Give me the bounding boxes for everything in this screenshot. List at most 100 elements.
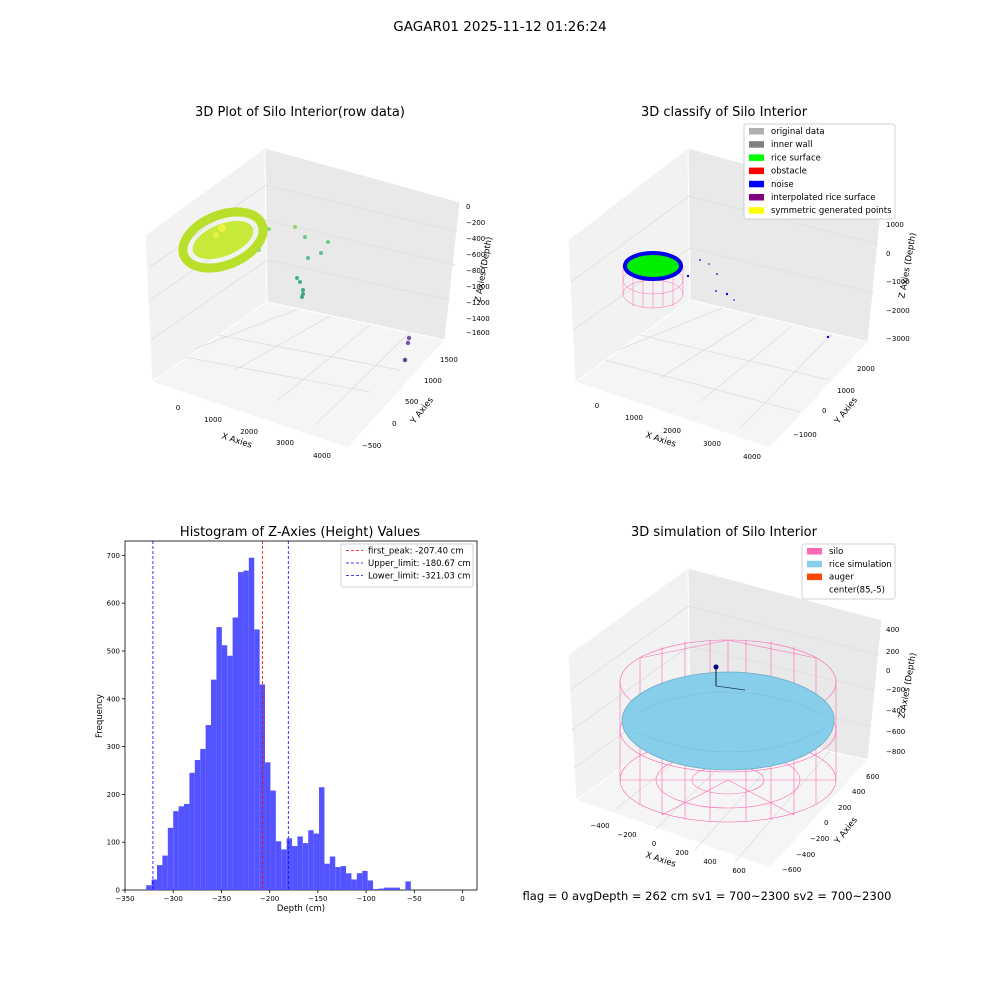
histogram-x-tick-label: 0 [460,895,464,903]
svg-text:0: 0 [595,402,599,410]
legend-label: symmetric generated points [771,206,892,216]
svg-text:−1000: −1000 [886,278,910,286]
legend-label: center(85,-5) [829,585,885,595]
histogram-bar [200,748,206,890]
histogram-bar [356,873,363,890]
legend-label: rice simulation [829,560,892,570]
svg-text:0: 0 [176,404,180,412]
svg-text:−600: −600 [466,251,485,259]
svg-text:−800: −800 [466,267,485,275]
legend-label: interpolated rice surface [771,193,876,203]
histogram-reference-lines [152,541,289,890]
histogram-bar [394,887,401,890]
legend-swatch [749,128,764,135]
histogram-bar [324,863,330,890]
histogram-bar [254,629,260,890]
simulation-x-ticks: −400 −200 0 200 400 600 [590,822,745,875]
svg-text:4000: 4000 [743,453,761,461]
legend-swatch [749,154,764,161]
histogram-bar [373,889,379,890]
svg-text:−1400: −1400 [466,315,490,323]
legend-swatch [749,167,764,175]
histogram-x-label: Depth (cm) [277,904,325,914]
histogram-bars [146,557,411,890]
histogram-y-tick-label: 600 [107,600,120,608]
raw-y-ticks: −500 0 500 1000 1500 [362,356,458,450]
classify-panel-title: 3D classify of Silo Interior [641,105,808,120]
legend-label: noise [771,180,794,190]
histogram-bar [238,572,244,890]
histogram-x-tick-label: −250 [212,895,231,903]
histogram-bar [221,645,228,890]
histogram-bar [162,855,168,890]
status-footer: flag = 0 avgDepth = 262 cm sv1 = 700~230… [523,889,892,903]
svg-text:1000: 1000 [625,414,643,422]
histogram-bar [308,830,314,890]
raw-z-ticks: 0 −200 −400 −600 −800 −1000 −1200 −1400 … [466,203,490,337]
simulation-panel-title: 3D simulation of Silo Interior [631,525,818,540]
histogram-bar [248,557,255,890]
simulation-3d-panel: 3D simulation of Silo Interior [567,525,919,875]
histogram-bar [383,887,390,890]
simulation-y-ticks: −600 −400 −200 0 200 400 600 [782,773,879,874]
histogram-bar [297,836,303,890]
legend-swatch [749,207,764,214]
svg-text:−200: −200 [810,835,829,843]
histogram-bar [146,885,152,890]
histogram-y-tick-label: 100 [107,839,120,847]
svg-text:−800: −800 [886,748,905,756]
svg-text:400: 400 [852,788,865,796]
svg-text:−200: −200 [617,831,636,839]
svg-text:−400: −400 [886,707,905,715]
svg-text:600: 600 [732,867,745,875]
svg-text:2000: 2000 [663,427,681,435]
legend-label: original data [771,127,825,137]
svg-text:200: 200 [838,804,851,812]
histogram-legend-label: Lower_limit: -321.03 cm [368,572,470,582]
histogram-bar [367,880,374,890]
svg-text:1000: 1000 [424,377,442,385]
legend-swatch [807,586,822,593]
legend-label: inner wall [771,140,812,150]
histogram-x-tick-label: −300 [164,895,183,903]
histogram-y-tick-label: 0 [116,887,120,895]
svg-text:−600: −600 [782,866,801,874]
svg-text:400: 400 [703,858,716,866]
histogram-bar [292,846,298,890]
histogram-bar [151,879,158,890]
classify-y-ticks: −1000 0 1000 2000 [793,365,875,439]
histogram-legend-label: first_peak: -207.40 cm [368,547,464,557]
legend-swatch [807,548,822,555]
svg-text:−1000: −1000 [466,283,490,291]
histogram-bar [275,841,282,890]
legend-swatch [749,180,764,188]
histogram-bar [205,725,212,890]
histogram-bar [319,787,325,890]
svg-text:200: 200 [886,648,899,656]
classify-rice-surface [623,251,683,281]
histogram-panel: Histogram of Z-Axies (Height) Values −35… [95,525,478,914]
svg-text:−400: −400 [796,851,815,859]
svg-text:−1200: −1200 [466,299,490,307]
histogram-bar [189,772,195,890]
svg-text:1000: 1000 [886,221,904,229]
histogram-bar [178,806,185,890]
histogram-bar [227,655,233,890]
histogram-x-tick-label: −150 [308,895,327,903]
svg-text:4000: 4000 [313,452,331,460]
histogram-bar [167,827,174,890]
svg-text:1000: 1000 [204,416,222,424]
svg-text:−400: −400 [466,235,485,243]
histogram-bar [329,856,336,890]
svg-text:0: 0 [652,840,656,848]
svg-text:−3000: −3000 [886,335,910,343]
svg-text:0: 0 [822,407,826,415]
histogram-y-label: Frequency [95,694,105,738]
svg-text:3000: 3000 [703,440,721,448]
histogram-bar [313,833,320,890]
histogram-bar [243,570,249,890]
histogram-bar [173,811,179,890]
legend-swatch [749,141,764,148]
histogram-bar [194,759,201,890]
